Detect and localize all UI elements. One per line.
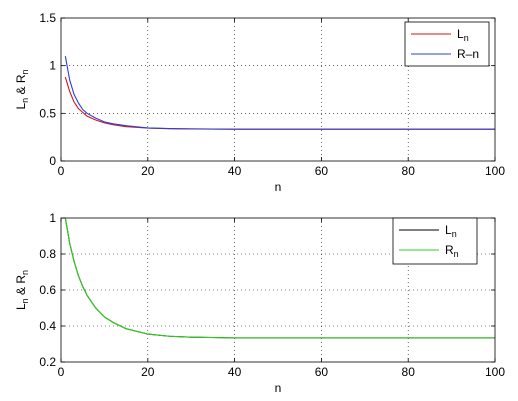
x-tick-label: 100 [485, 365, 505, 379]
x-tick-label: 40 [228, 365, 242, 379]
series-line-2 [64, 56, 495, 130]
x-tick-label: 40 [228, 164, 242, 178]
y-tick-label: 0.5 [39, 106, 56, 120]
axes-box [60, 17, 496, 162]
legend-label-2: R–n [457, 47, 479, 61]
legend-label-2: Rn​ [445, 243, 459, 259]
x-tick-label: 0 [58, 365, 65, 379]
y-tick-label: 0.6 [39, 283, 56, 297]
x-axis-label: n [275, 381, 282, 395]
legend-label-1: Ln​ [457, 27, 469, 43]
chart-1: 0 20 40 60 80 100 0 0.5 1 1.5 n Ln​ & Rn​ Ln​ R–n [14, 11, 505, 194]
legend: Ln​ Rn​ [392, 217, 478, 265]
x-tick-label: 80 [402, 164, 416, 178]
y-tick-label: 0.4 [39, 319, 56, 333]
y-tick-label: 0 [49, 154, 56, 168]
legend-box [392, 217, 478, 265]
y-tick-label: 1 [49, 211, 56, 225]
y-tick-label: 0.8 [39, 247, 56, 261]
y-axis-label: Ln​ & Rn​ [14, 270, 30, 310]
legend-box [404, 21, 490, 67]
series-line-2 [64, 217, 495, 339]
x-axis-label: n [275, 180, 282, 194]
legend-label-1: Ln​ [445, 223, 457, 239]
y-tick-label: 1.5 [39, 11, 56, 25]
x-tick-label: 20 [141, 164, 155, 178]
y-tick-label: 0.2 [39, 355, 56, 369]
y-axis-label: Ln​ & Rn​ [14, 69, 30, 109]
chart-2: 0 20 40 60 80 100 0.2 0.4 0.6 0.8 1 n Ln​ & Rn​ Ln​ Rn… [14, 211, 505, 395]
x-tick-label: 80 [402, 365, 416, 379]
x-tick-label: 100 [485, 164, 505, 178]
legend: Ln​ R–n [404, 21, 490, 67]
x-tick-label: 60 [315, 164, 329, 178]
x-tick-label: 60 [315, 365, 329, 379]
x-tick-label: 0 [58, 164, 65, 178]
y-tick-label: 1 [49, 59, 56, 73]
x-tick-label: 20 [141, 365, 155, 379]
